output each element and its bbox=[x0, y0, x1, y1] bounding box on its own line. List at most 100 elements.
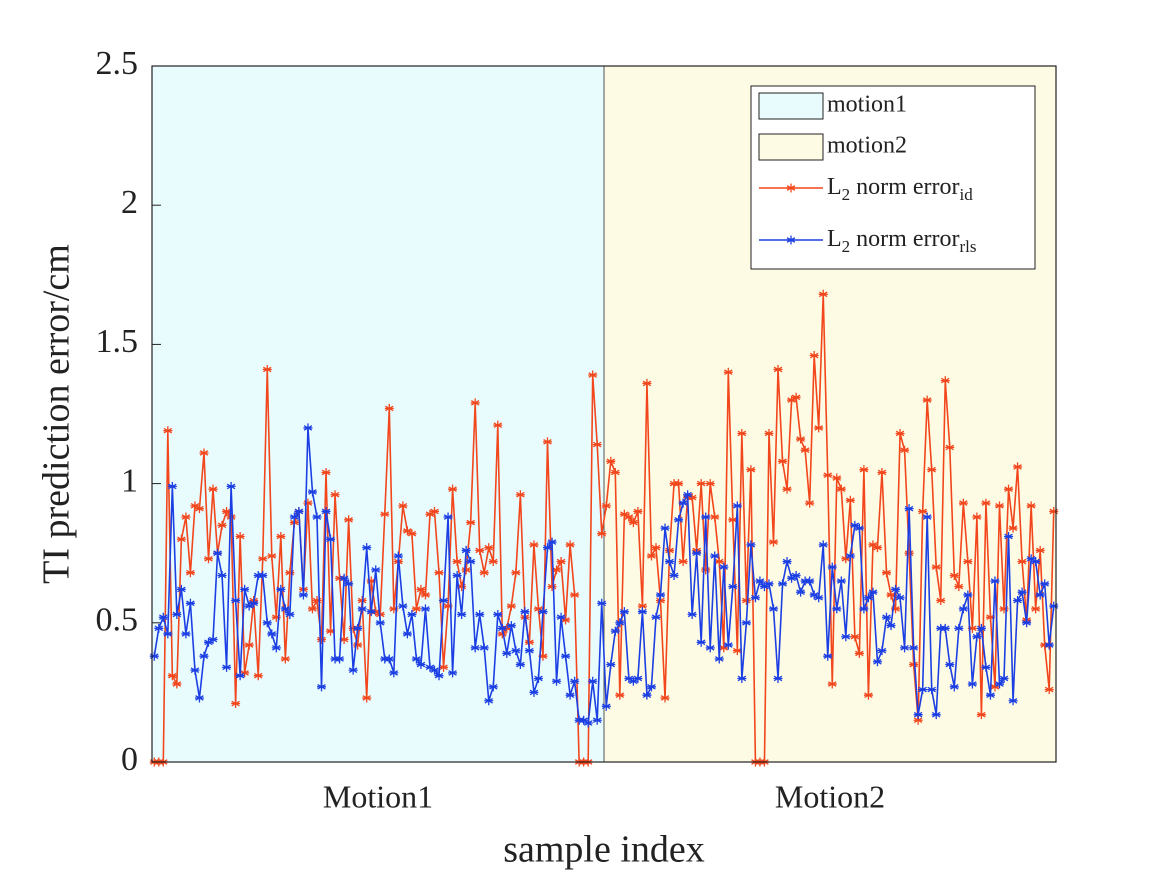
marker bbox=[502, 623, 512, 633]
marker bbox=[665, 557, 675, 567]
marker bbox=[976, 710, 986, 720]
marker bbox=[484, 696, 494, 706]
marker bbox=[416, 660, 426, 670]
marker bbox=[769, 604, 778, 614]
marker bbox=[1026, 501, 1036, 511]
marker bbox=[407, 529, 417, 539]
marker bbox=[845, 551, 855, 561]
marker bbox=[190, 665, 200, 675]
marker bbox=[895, 593, 905, 603]
marker bbox=[778, 579, 788, 589]
marker bbox=[439, 662, 449, 672]
y-axis-label: TI prediction error/cm bbox=[36, 244, 78, 584]
marker bbox=[506, 621, 516, 631]
marker bbox=[240, 668, 250, 678]
marker bbox=[457, 609, 467, 619]
marker bbox=[656, 590, 665, 600]
marker bbox=[1004, 484, 1014, 494]
legend-subscript: id bbox=[959, 185, 973, 204]
marker bbox=[430, 506, 439, 516]
marker bbox=[985, 690, 995, 700]
legend-text: norm error bbox=[850, 174, 959, 200]
marker bbox=[565, 690, 575, 700]
marker bbox=[411, 654, 421, 664]
marker bbox=[267, 551, 277, 561]
marker bbox=[199, 448, 209, 458]
marker bbox=[850, 632, 860, 642]
marker bbox=[231, 596, 241, 606]
marker bbox=[312, 596, 322, 606]
marker bbox=[176, 584, 186, 594]
marker bbox=[194, 504, 204, 514]
marker bbox=[1008, 696, 1018, 706]
marker bbox=[656, 596, 665, 606]
marker bbox=[601, 701, 611, 711]
marker bbox=[741, 618, 751, 628]
marker bbox=[344, 515, 354, 525]
marker bbox=[601, 501, 611, 511]
marker bbox=[633, 673, 643, 683]
marker bbox=[588, 370, 598, 380]
marker bbox=[773, 673, 783, 683]
marker bbox=[836, 484, 846, 494]
marker bbox=[262, 364, 272, 374]
marker bbox=[687, 493, 697, 503]
marker bbox=[949, 570, 959, 580]
marker bbox=[222, 506, 232, 516]
marker bbox=[502, 648, 512, 658]
marker bbox=[353, 623, 363, 633]
marker bbox=[307, 604, 317, 614]
marker bbox=[723, 640, 733, 650]
marker bbox=[967, 623, 977, 633]
marker bbox=[244, 601, 254, 611]
marker bbox=[999, 604, 1009, 614]
legend-patch bbox=[758, 92, 824, 120]
marker bbox=[262, 618, 272, 628]
marker bbox=[886, 621, 896, 631]
marker bbox=[823, 651, 833, 661]
marker bbox=[506, 601, 516, 611]
marker bbox=[158, 612, 168, 622]
marker bbox=[380, 654, 390, 664]
marker bbox=[909, 660, 919, 670]
marker bbox=[922, 512, 932, 522]
marker bbox=[642, 378, 652, 388]
marker bbox=[592, 715, 602, 725]
y-tick-label: 0.5 bbox=[96, 602, 139, 639]
marker bbox=[773, 364, 783, 374]
marker bbox=[398, 601, 408, 611]
marker bbox=[488, 682, 498, 692]
marker bbox=[285, 609, 295, 619]
marker bbox=[443, 512, 453, 522]
marker bbox=[954, 623, 964, 633]
marker bbox=[646, 682, 656, 692]
marker bbox=[692, 548, 702, 558]
marker bbox=[353, 640, 363, 650]
marker bbox=[185, 568, 195, 578]
marker bbox=[719, 562, 729, 572]
marker bbox=[723, 367, 733, 377]
marker bbox=[814, 423, 824, 433]
marker bbox=[208, 635, 218, 645]
marker bbox=[475, 545, 485, 555]
marker bbox=[868, 540, 878, 550]
marker bbox=[674, 515, 684, 525]
marker bbox=[936, 596, 946, 606]
marker bbox=[457, 582, 467, 592]
legend-label: L2 norm errorid bbox=[827, 174, 973, 204]
legend-label: motion1 bbox=[827, 92, 907, 118]
marker bbox=[402, 629, 412, 639]
marker bbox=[931, 710, 941, 720]
marker bbox=[913, 715, 923, 725]
marker bbox=[963, 590, 973, 600]
marker bbox=[339, 573, 349, 583]
marker bbox=[610, 467, 620, 477]
marker bbox=[1044, 685, 1054, 695]
marker bbox=[1017, 557, 1027, 567]
legend-label: L2 norm errorrls bbox=[827, 226, 976, 256]
marker bbox=[384, 654, 394, 664]
marker bbox=[651, 543, 661, 553]
marker bbox=[931, 562, 941, 572]
marker bbox=[1044, 640, 1054, 650]
marker bbox=[859, 604, 869, 614]
